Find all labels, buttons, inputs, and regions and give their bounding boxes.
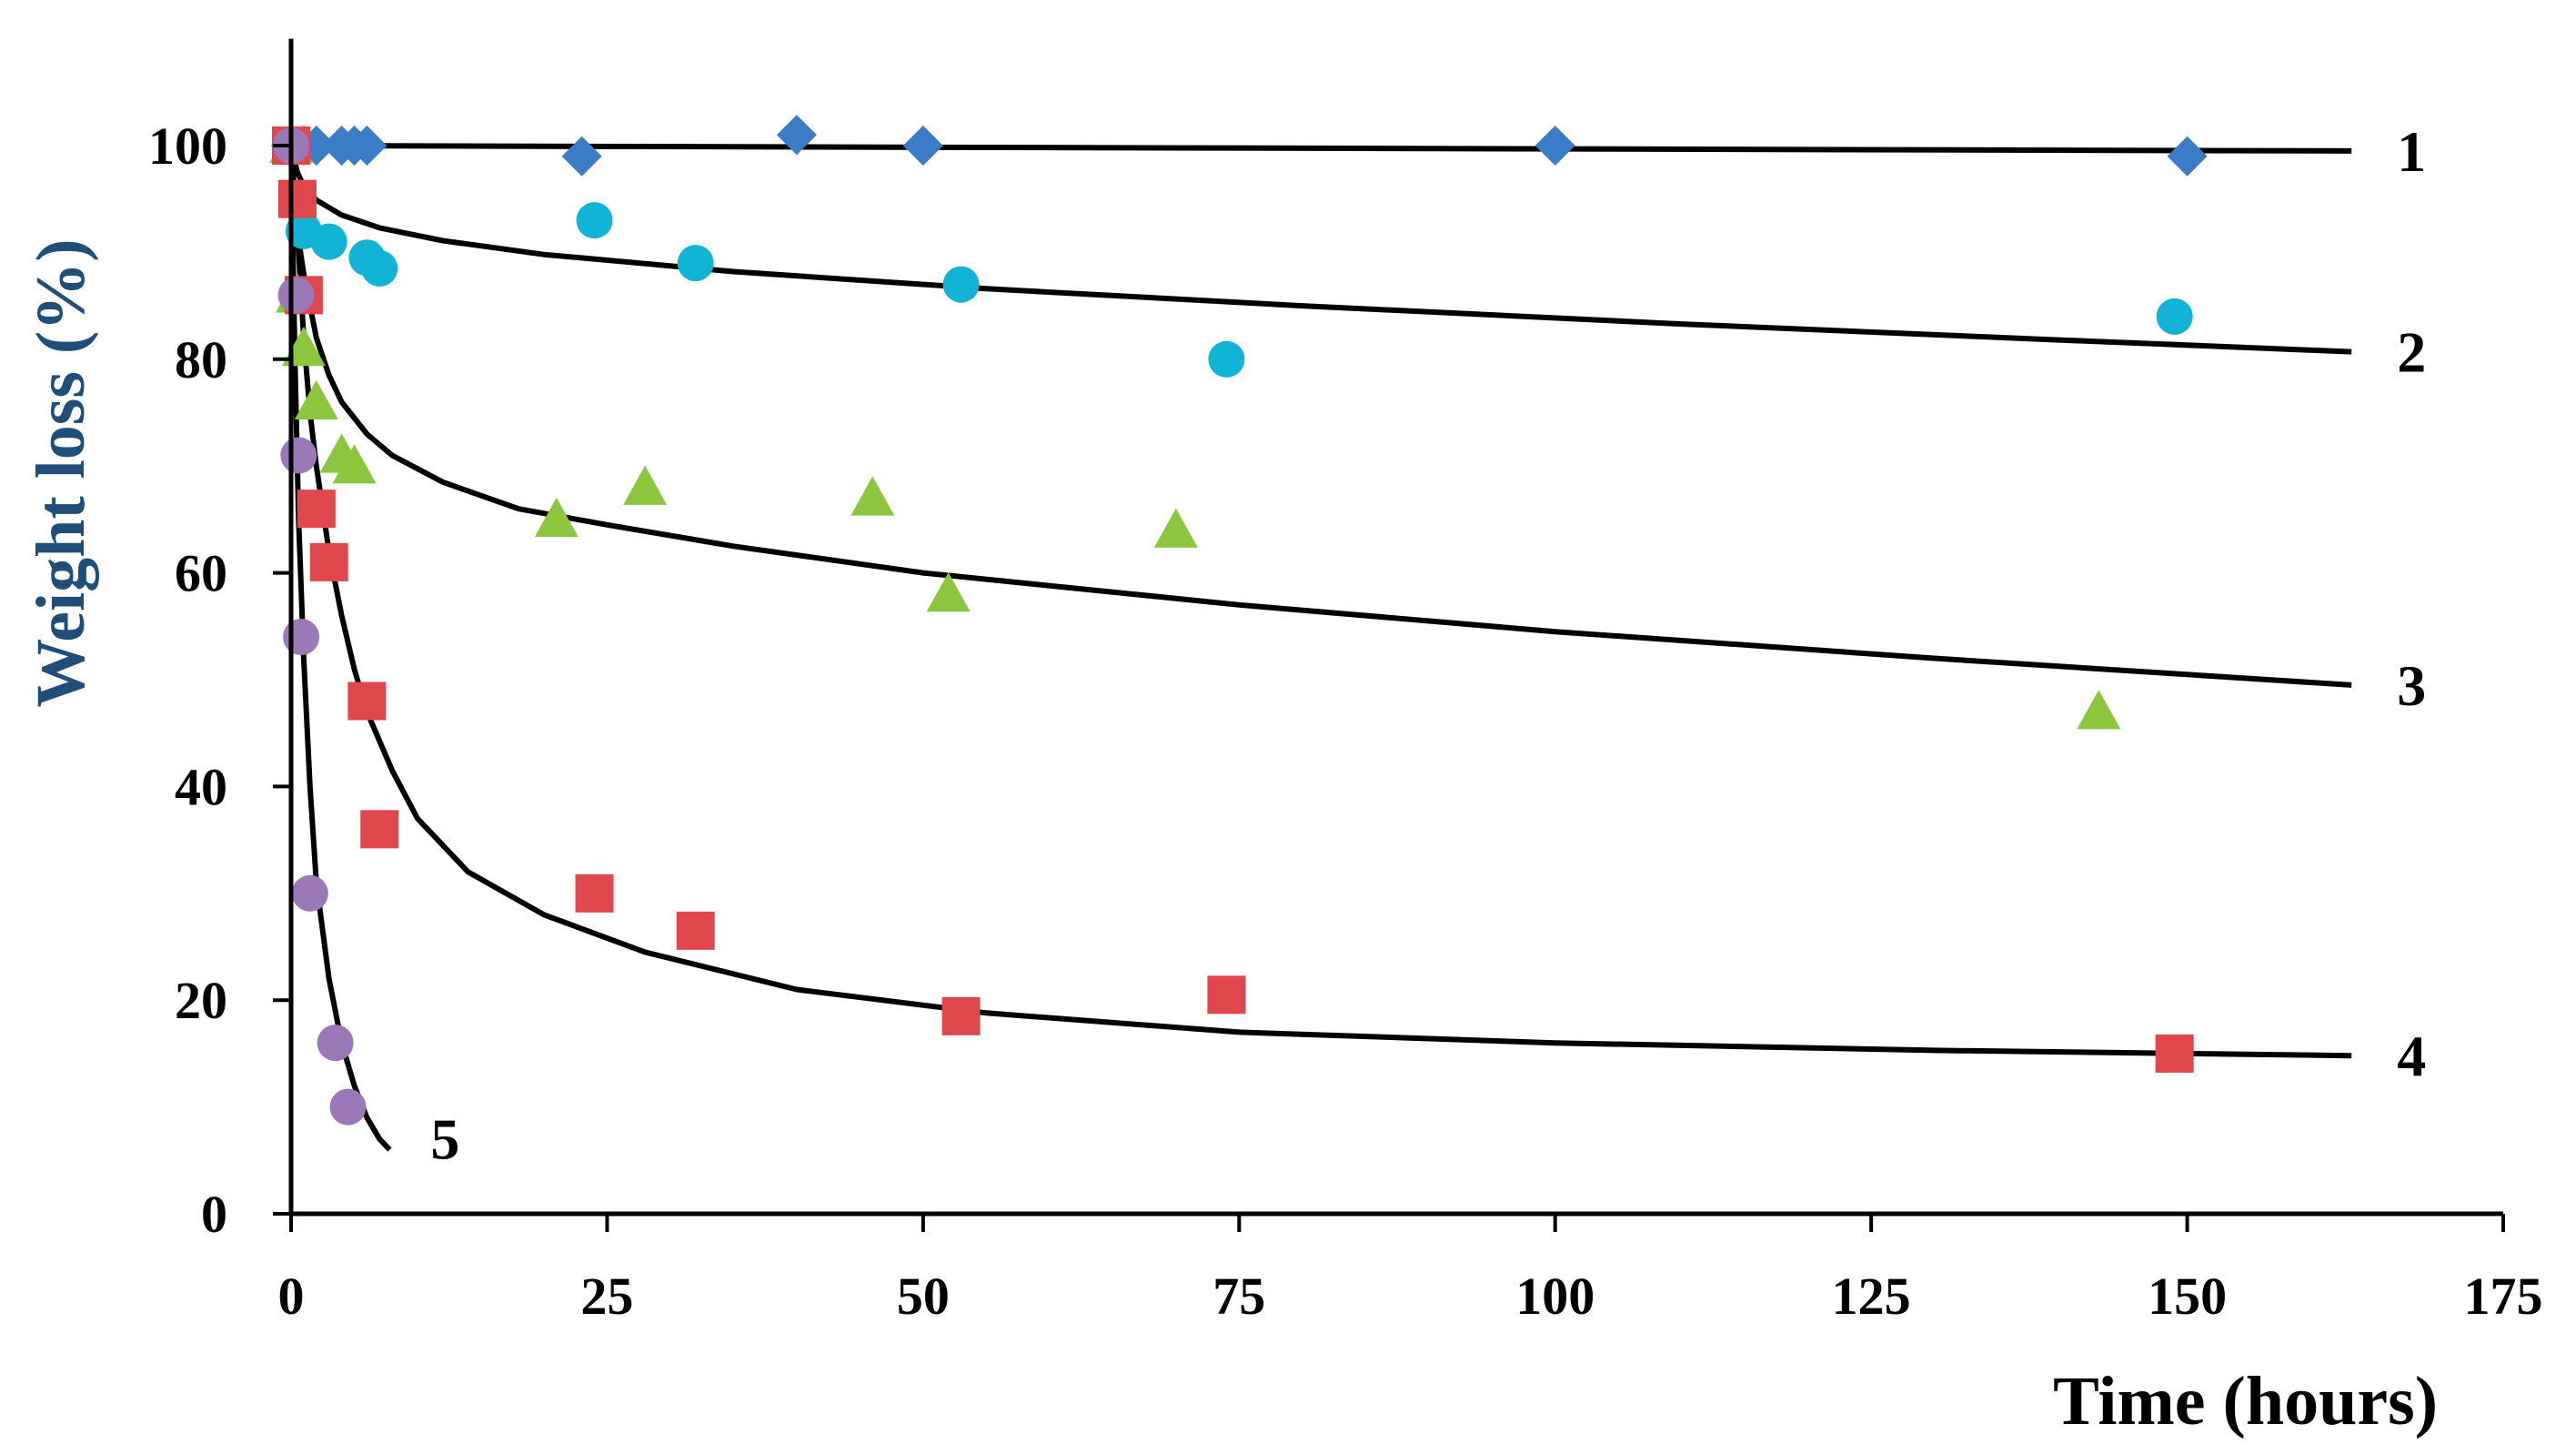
x-tick-label: 100: [1515, 1267, 1595, 1326]
fit-curves: [288, 143, 2352, 1152]
data-point-series-4: [277, 179, 317, 218]
x-tick-label: 125: [1832, 1267, 1911, 1326]
data-point-series-5: [329, 1088, 367, 1126]
x-tick-label: 175: [2464, 1267, 2543, 1326]
data-point-series-5: [291, 874, 328, 912]
data-point-series-3: [1153, 508, 1198, 548]
data-point-series-3: [332, 444, 377, 484]
data-point-series-3: [850, 476, 895, 516]
data-point-series-1: [2167, 136, 2208, 177]
x-tick-label: 0: [278, 1267, 305, 1326]
data-point-series-2: [2156, 298, 2193, 335]
data-point-series-1: [561, 136, 602, 177]
x-axis-title: Time (hours): [2053, 1363, 2438, 1439]
data-point-series-1: [347, 126, 387, 166]
data-point-series-2: [361, 250, 398, 288]
data-point-series-3: [926, 572, 971, 612]
data-point-series-5: [280, 437, 317, 474]
data-point-series-4: [676, 911, 715, 950]
x-tick-label: 25: [580, 1267, 633, 1326]
data-point-series-3: [294, 379, 338, 419]
fit-curve-1: [290, 143, 2352, 154]
y-tick-label: 40: [175, 757, 227, 816]
data-point-series-5: [277, 277, 315, 314]
data-point-series-4: [1207, 975, 1246, 1015]
data-point-series-4: [941, 996, 981, 1035]
data-point-series-2: [310, 223, 347, 260]
data-point-series-4: [2155, 1034, 2194, 1073]
data-point-series-2: [576, 202, 613, 239]
y-tick-label: 20: [175, 971, 227, 1030]
y-tick-label: 0: [201, 1185, 227, 1244]
x-tick-label: 150: [2148, 1267, 2227, 1326]
y-tick-label: 100: [148, 116, 227, 176]
axes: [288, 38, 2503, 1217]
curve-labels: 1 2 3 4 5: [430, 119, 2426, 1172]
data-point-series-3: [2077, 690, 2121, 730]
curve-label-4: 4: [2397, 1024, 2426, 1088]
fit-curve-2: [288, 145, 2352, 355]
data-point-series-5: [283, 619, 320, 656]
fit-curve-4: [288, 145, 2352, 1059]
y-axis-title: Weight loss (%): [23, 238, 99, 707]
data-point-series-5: [317, 1025, 354, 1062]
data-point-series-4: [309, 542, 348, 581]
data-points: [269, 115, 2208, 1126]
data-point-series-4: [575, 873, 614, 913]
data-point-series-2: [942, 266, 980, 303]
y-tick-label: 60: [175, 544, 227, 603]
curve-label-1: 1: [2397, 119, 2426, 184]
x-tick-label: 50: [897, 1267, 950, 1326]
x-tick-label: 75: [1213, 1267, 1265, 1326]
y-tick-label: 80: [175, 330, 227, 389]
data-point-series-2: [1208, 340, 1245, 378]
curve-label-2: 2: [2397, 320, 2426, 385]
data-point-series-4: [360, 810, 399, 849]
data-point-series-2: [677, 245, 714, 282]
curve-label-5: 5: [430, 1107, 459, 1172]
data-point-series-1: [776, 115, 817, 156]
data-point-series-1: [902, 126, 943, 166]
data-point-series-1: [1535, 126, 1575, 166]
data-point-series-3: [534, 497, 579, 538]
data-point-series-3: [623, 465, 668, 505]
data-point-series-4: [347, 682, 387, 721]
curve-label-3: 3: [2397, 653, 2426, 718]
data-point-series-4: [297, 490, 336, 529]
